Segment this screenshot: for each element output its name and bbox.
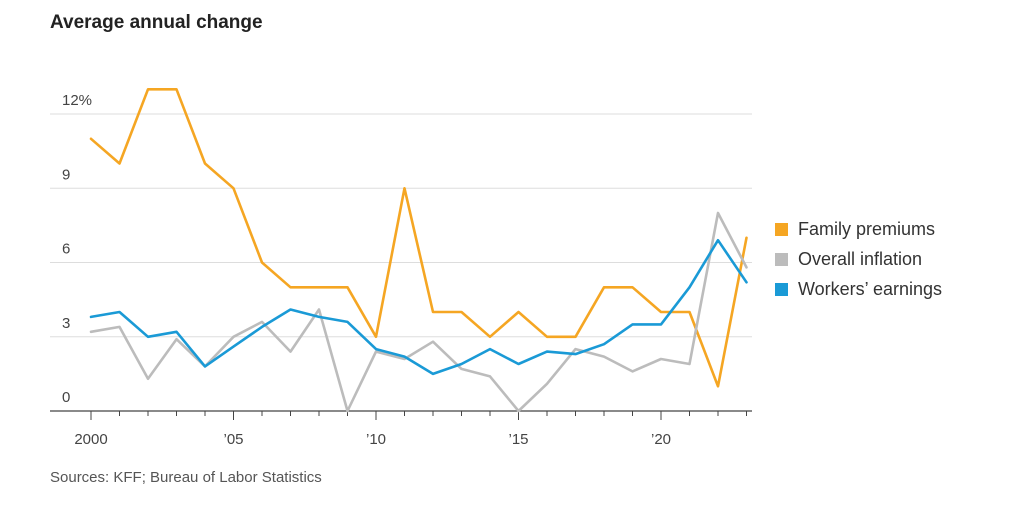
legend-swatch: [775, 282, 788, 296]
y-tick-label: 0: [62, 389, 70, 406]
y-tick-label: 3: [62, 315, 70, 332]
x-tick-label: 2000: [74, 431, 107, 448]
legend-label: Workers’ earnings: [798, 278, 943, 299]
tick-labels: 0 3 6 9 12% 2000 ’05 ’10 ’15 ’20: [62, 92, 671, 448]
grid-lines: [50, 113, 752, 338]
legend-swatch: [775, 252, 788, 266]
legend-item: Family premiums: [775, 214, 942, 244]
series-line-workers-earnings: [89, 238, 748, 376]
x-tick-label: ’05: [223, 431, 243, 448]
y-tick-label: 12%: [62, 92, 92, 109]
source-note: Sources: KFF; Bureau of Labor Statistics: [50, 469, 322, 486]
y-tick-label: 9: [62, 166, 70, 183]
x-tick-label: ’10: [366, 431, 386, 448]
legend-item: Workers’ earnings: [775, 274, 942, 304]
legend-label: Family premiums: [798, 218, 936, 239]
series-lines: [89, 88, 748, 413]
chart-title: Average annual change: [50, 12, 263, 33]
legend-swatch: [775, 222, 788, 236]
series-line-overall-inflation: [89, 211, 748, 413]
x-tick-label: ’15: [508, 431, 528, 448]
x-tick-label: ’20: [651, 431, 671, 448]
x-axis: [50, 410, 752, 420]
legend: Family premiums Overall inflation Workers’…: [775, 214, 942, 304]
legend-label: Overall inflation: [798, 248, 923, 269]
y-tick-label: 6: [62, 241, 70, 258]
legend-item: Overall inflation: [775, 244, 942, 274]
series-line-family-premiums: [89, 88, 748, 388]
